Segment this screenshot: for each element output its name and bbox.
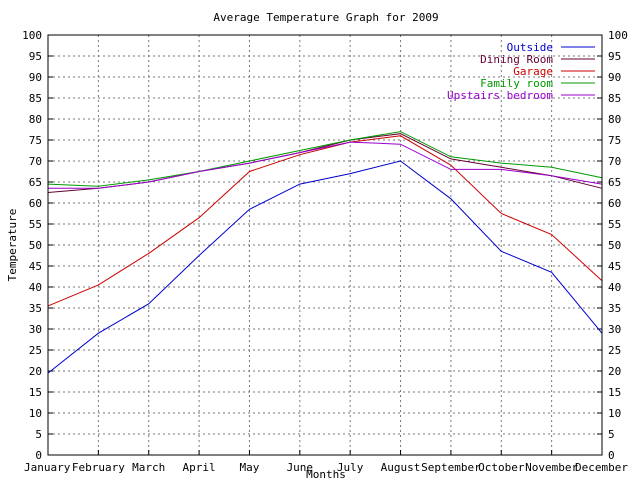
y-tick-label-left: 100 <box>22 29 42 42</box>
y-tick-label-left: 15 <box>29 386 42 399</box>
y-tick-label-right: 60 <box>608 197 621 210</box>
y-tick-label-right: 25 <box>608 344 621 357</box>
y-tick-label-right: 5 <box>608 428 615 441</box>
series-line-upstairs-bedroom <box>48 141 603 189</box>
series-line-garage <box>47 135 603 307</box>
plot-frame <box>47 34 603 456</box>
x-tick-label: November <box>525 461 578 474</box>
series-line-dining-room <box>47 133 603 193</box>
y-tick-label-right: 35 <box>608 302 621 315</box>
y-tick-label-right: 20 <box>608 365 621 378</box>
y-tick-label-right: 0 <box>608 449 615 462</box>
y-tick-label-left: 40 <box>29 281 42 294</box>
legend-label-outside: Outside <box>507 41 553 54</box>
y-tick-label-left: 60 <box>29 197 42 210</box>
y-tick-label-right: 90 <box>608 71 621 84</box>
y-tick-label-left: 90 <box>29 71 42 84</box>
y-tick-label-left: 85 <box>29 92 42 105</box>
y-tick-label-left: 70 <box>29 155 42 168</box>
x-tick-label: April <box>183 461 216 474</box>
x-tick-label: February <box>72 461 125 474</box>
y-axis-label: Temperature <box>6 209 19 282</box>
y-tick-label-left: 20 <box>29 365 42 378</box>
y-tick-label-left: 10 <box>29 407 42 420</box>
legend-label-family-room: Family room <box>480 77 553 90</box>
y-tick-label-left: 50 <box>29 239 42 252</box>
x-tick-label: August <box>381 461 421 474</box>
series-line-outside <box>47 160 603 374</box>
y-tick-label-left: 80 <box>29 113 42 126</box>
x-tick-label: January <box>24 461 71 474</box>
legend-label-dining-room: Dining Room <box>480 53 553 66</box>
y-tick-label-left: 45 <box>29 260 42 273</box>
y-tick-label-left: 75 <box>29 134 42 147</box>
x-axis-label: Months <box>306 468 346 480</box>
y-tick-label-left: 35 <box>29 302 42 315</box>
y-tick-label-right: 40 <box>608 281 621 294</box>
y-tick-label-right: 15 <box>608 386 621 399</box>
x-tick-label: December <box>575 461 628 474</box>
y-tick-label-left: 65 <box>29 176 42 189</box>
x-tick-label: July <box>337 461 364 474</box>
y-tick-label-left: 95 <box>29 50 42 63</box>
series-line-family-room <box>47 131 603 187</box>
x-tick-label: June <box>287 461 314 474</box>
y-tick-label-left: 5 <box>35 428 42 441</box>
x-tick-label: March <box>132 461 165 474</box>
grid-layer <box>48 35 602 455</box>
y-tick-label-left: 55 <box>29 218 42 231</box>
y-tick-label-right: 80 <box>608 113 621 126</box>
y-tick-label-right: 70 <box>608 155 621 168</box>
x-tick-label: September <box>421 461 481 474</box>
y-tick-label-right: 55 <box>608 218 621 231</box>
y-tick-label-right: 100 <box>608 29 628 42</box>
x-tick-label: October <box>478 461 525 474</box>
x-tick-label: May <box>240 461 260 474</box>
chart-title: Average Temperature Graph for 2009 <box>213 11 438 24</box>
legend-label-garage: Garage <box>513 65 553 78</box>
y-tick-label-left: 30 <box>29 323 42 336</box>
y-tick-label-right: 65 <box>608 176 621 189</box>
series-layer <box>47 131 603 374</box>
y-tick-label-left: 25 <box>29 344 42 357</box>
y-tick-label-right: 85 <box>608 92 621 105</box>
legend-label-upstairs-bedroom: Upstairs bedroom <box>447 89 553 102</box>
y-tick-label-right: 95 <box>608 50 621 63</box>
y-tick-label-left: 0 <box>35 449 42 462</box>
y-tick-label-right: 45 <box>608 260 621 273</box>
y-tick-label-right: 50 <box>608 239 621 252</box>
y-tick-label-right: 10 <box>608 407 621 420</box>
y-tick-label-right: 75 <box>608 134 621 147</box>
y-tick-label-right: 30 <box>608 323 621 336</box>
